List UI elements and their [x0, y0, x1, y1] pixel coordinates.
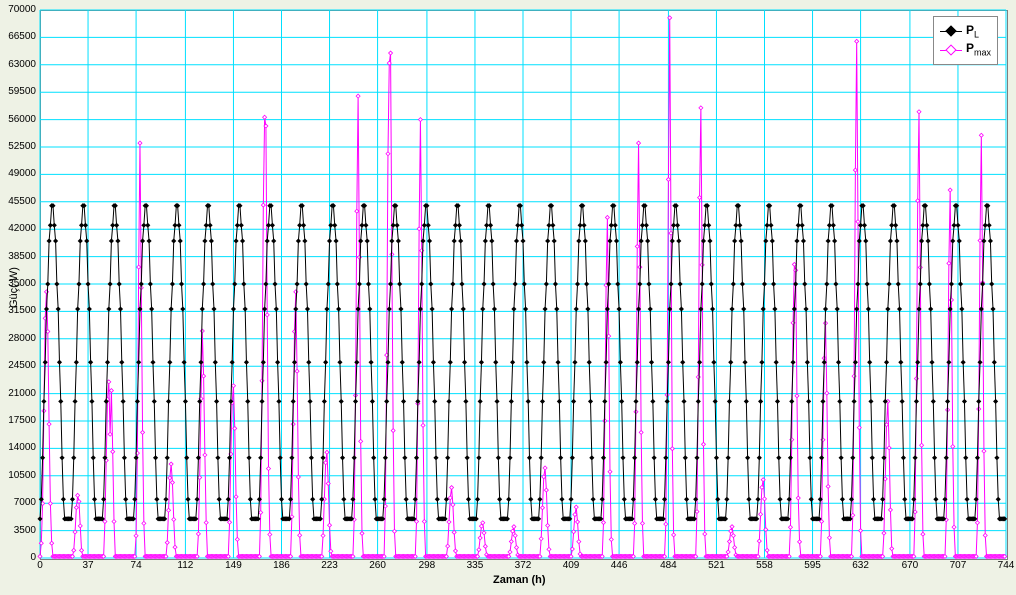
- x-tick: 670: [898, 560, 922, 571]
- x-tick: 707: [946, 560, 970, 571]
- legend-item: PL: [940, 23, 991, 39]
- x-tick: 186: [270, 560, 294, 571]
- y-tick: 49000: [0, 168, 36, 179]
- y-tick: 59500: [0, 86, 36, 97]
- y-tick: 38500: [0, 251, 36, 262]
- x-tick: 558: [753, 560, 777, 571]
- x-tick: 298: [415, 560, 439, 571]
- x-tick: 409: [559, 560, 583, 571]
- y-tick: 17500: [0, 415, 36, 426]
- legend: PL Pmax: [933, 16, 998, 65]
- x-tick: 595: [801, 560, 825, 571]
- y-tick: 56000: [0, 114, 36, 125]
- x-tick: 223: [318, 560, 342, 571]
- x-tick: 744: [994, 560, 1016, 571]
- y-tick: 31500: [0, 305, 36, 316]
- x-tick: 74: [124, 560, 148, 571]
- legend-label: Pmax: [966, 41, 991, 57]
- legend-item: Pmax: [940, 41, 991, 57]
- y-tick: 42000: [0, 223, 36, 234]
- chart-svg: [0, 0, 1016, 595]
- x-axis-label: Zaman (h): [493, 574, 546, 586]
- y-tick: 66500: [0, 31, 36, 42]
- y-tick: 45500: [0, 196, 36, 207]
- y-tick: 63000: [0, 59, 36, 70]
- y-tick: 21000: [0, 388, 36, 399]
- x-tick: 446: [607, 560, 631, 571]
- x-tick: 149: [221, 560, 245, 571]
- x-tick: 0: [28, 560, 52, 571]
- y-tick: 3500: [0, 525, 36, 536]
- x-tick: 335: [463, 560, 487, 571]
- x-tick: 37: [76, 560, 100, 571]
- x-tick: 112: [173, 560, 197, 571]
- y-tick: 28000: [0, 333, 36, 344]
- x-tick: 632: [849, 560, 873, 571]
- legend-label: PL: [966, 23, 979, 39]
- y-tick: 14000: [0, 442, 36, 453]
- y-tick: 24500: [0, 360, 36, 371]
- x-tick: 521: [704, 560, 728, 571]
- x-tick: 260: [366, 560, 390, 571]
- x-tick: 484: [656, 560, 680, 571]
- y-tick: 7000: [0, 497, 36, 508]
- y-tick: 52500: [0, 141, 36, 152]
- y-tick: 35000: [0, 278, 36, 289]
- x-tick: 372: [511, 560, 535, 571]
- y-tick: 10500: [0, 470, 36, 481]
- y-tick: 70000: [0, 4, 36, 15]
